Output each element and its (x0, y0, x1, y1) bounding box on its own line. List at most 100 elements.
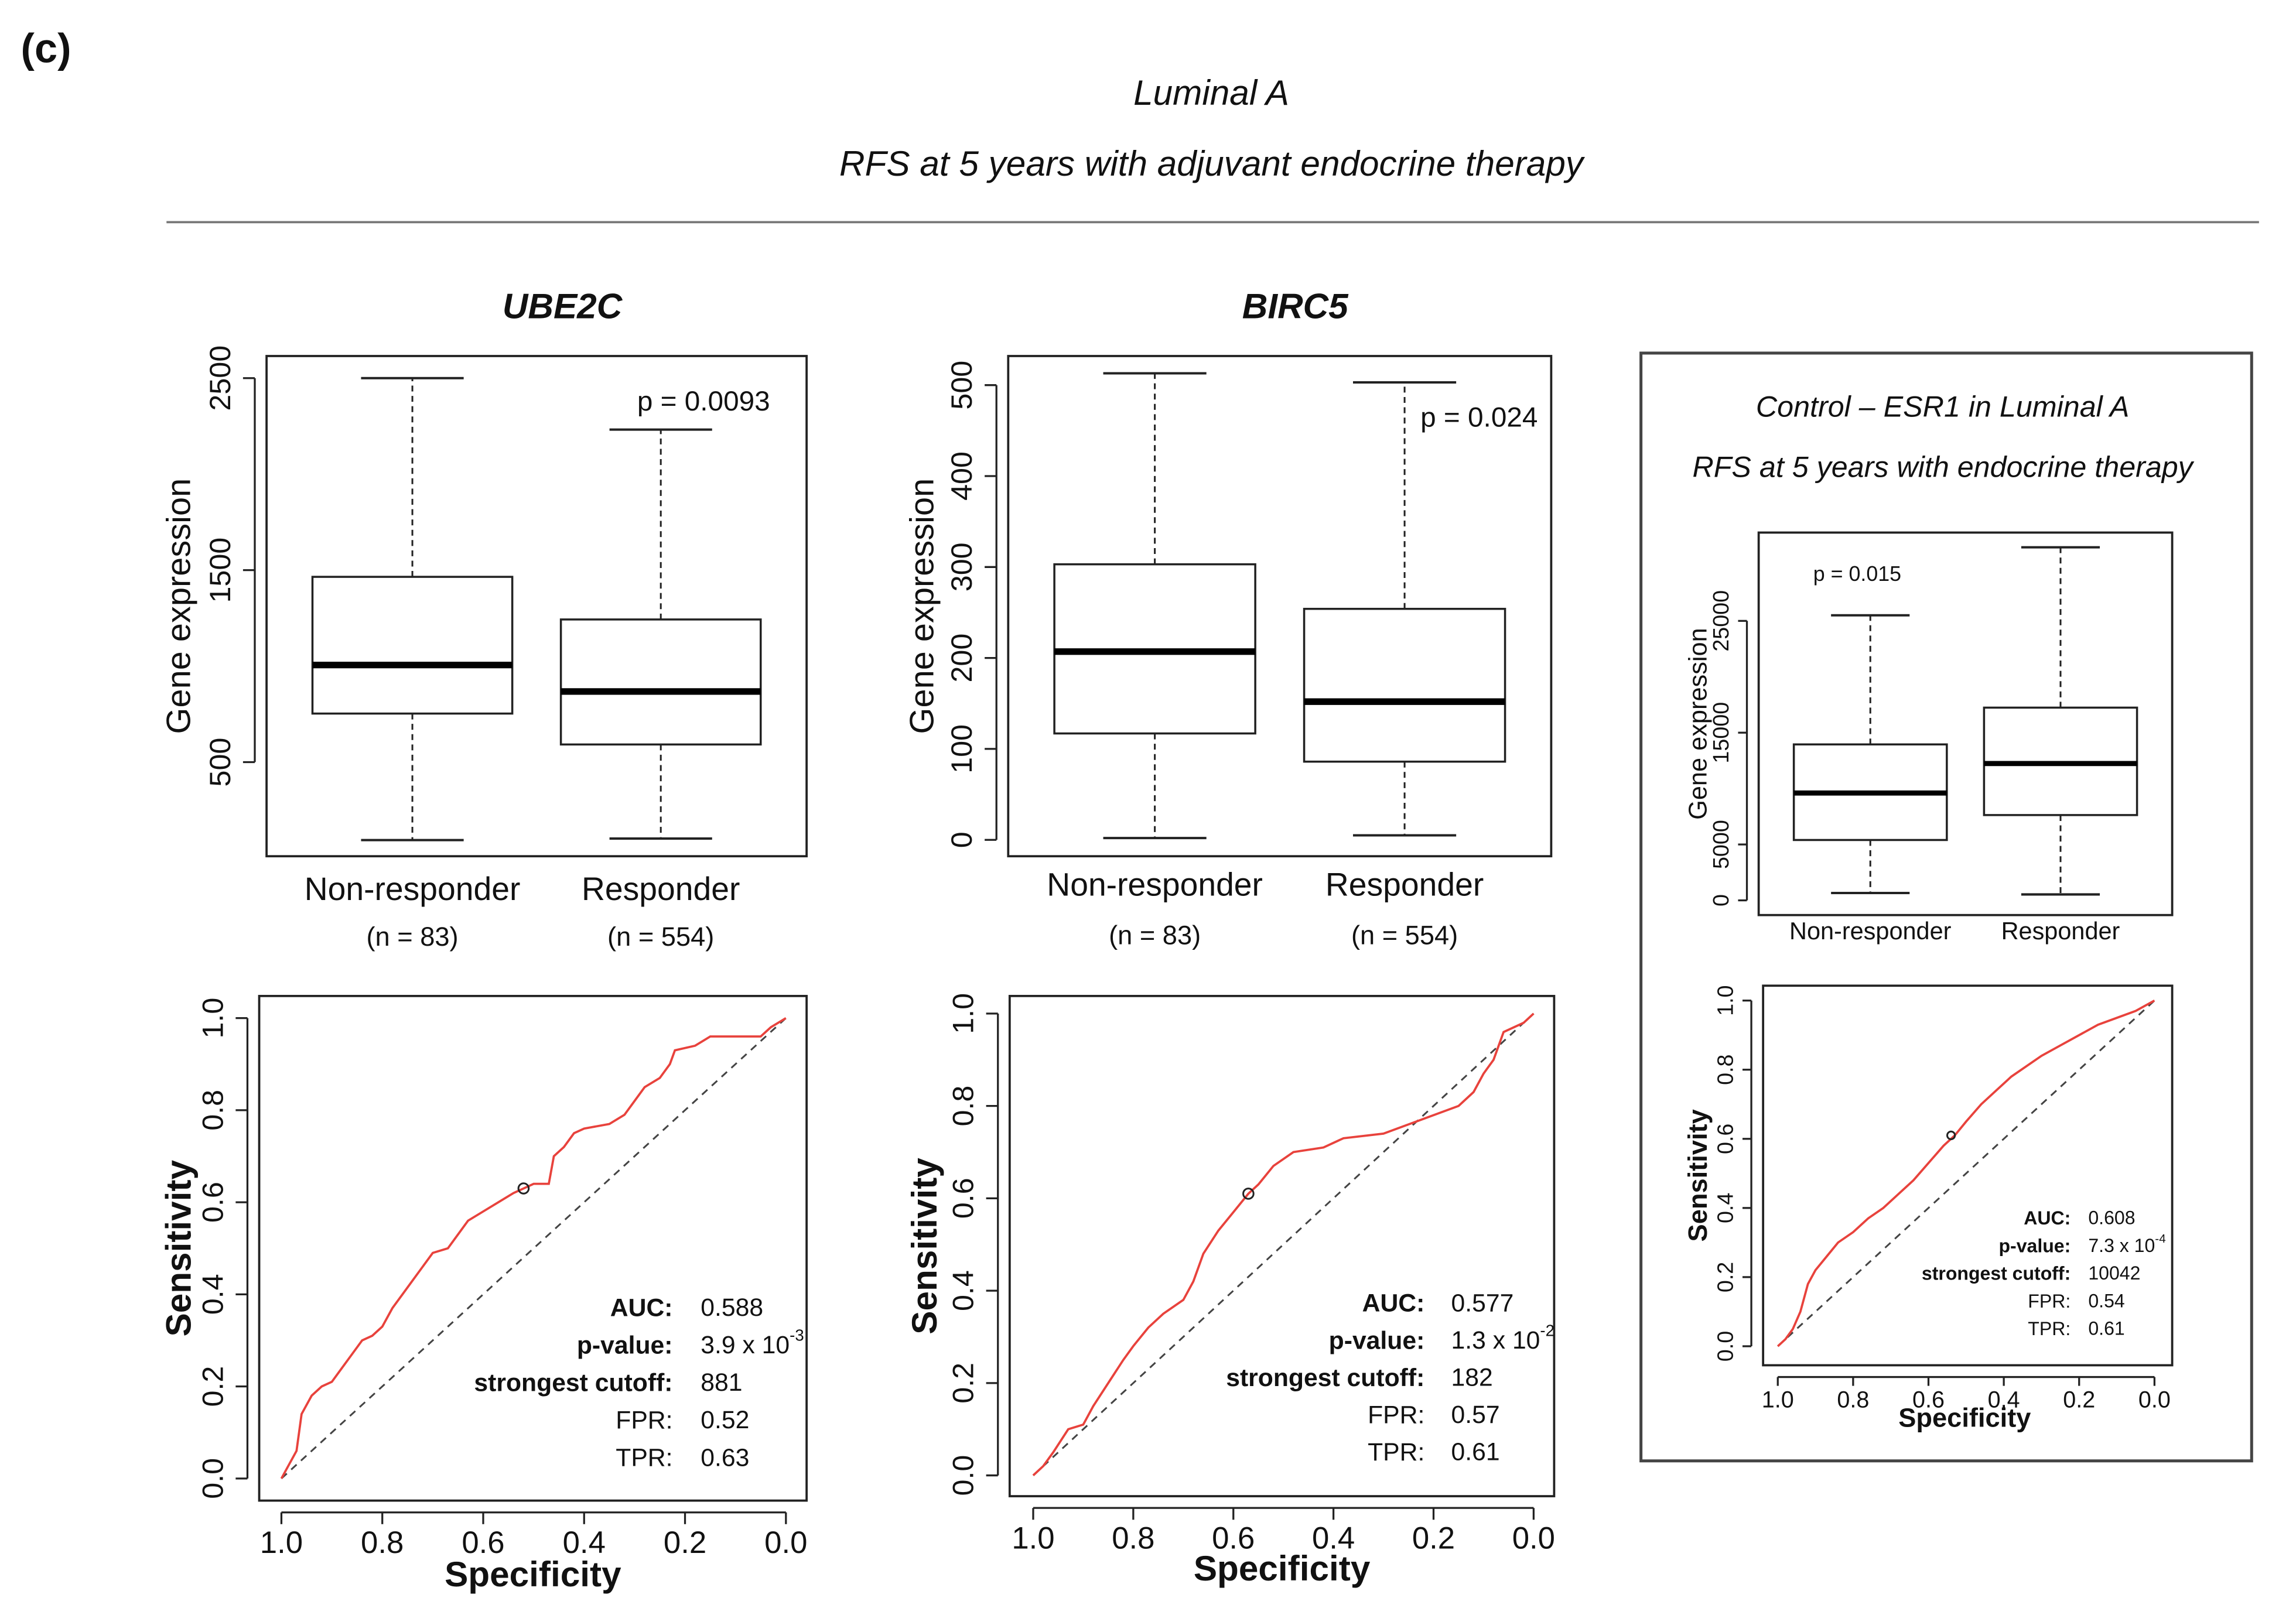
x-axis-label: Specificity (1898, 1402, 2031, 1432)
chart-title: BIRC5 (1242, 286, 1349, 326)
y-tick-label: 0.0 (196, 1458, 229, 1499)
stat-label: TPR: (2028, 1318, 2070, 1339)
stat-value: 0.608 (2088, 1207, 2135, 1229)
stat-value: 0.57 (1451, 1401, 1500, 1429)
y-tick-label: 500 (204, 738, 237, 787)
y-tick-label: 0.8 (947, 1086, 980, 1127)
x-tick-label: 0.4 (1988, 1387, 2020, 1412)
plot-frame (1762, 984, 2174, 1367)
y-tick-label: 0.2 (196, 1366, 229, 1407)
n-label: (n = 83) (1109, 920, 1201, 950)
roc-curve (1776, 999, 2155, 1347)
stat-number: 0.54 (2088, 1291, 2124, 1312)
stat-label: AUC: (1362, 1289, 1425, 1318)
stat-value: 0.588 (701, 1294, 763, 1322)
y-tick-label: 500 (945, 361, 978, 410)
stat-value: 1.3 x 10-2 (1451, 1322, 1554, 1355)
y-axis-label: Gene expression (1685, 628, 1713, 820)
y-tick-label: 1.0 (947, 993, 980, 1034)
x-tick-label: 0.0 (2138, 1387, 2171, 1412)
plot-frame (1757, 531, 2174, 916)
stat-label: TPR: (1368, 1438, 1424, 1466)
y-axis-label: Sensitivity (158, 1159, 198, 1336)
y-tick-label: 25000 (1709, 590, 1733, 652)
category-label: Responder (582, 871, 740, 907)
category-label: Non-responder (1047, 867, 1263, 903)
x-tick-label: 0.6 (462, 1525, 504, 1560)
stat-number: 3.9 x 10 (701, 1331, 790, 1359)
stat-number: 0.52 (701, 1406, 749, 1434)
box (559, 618, 762, 746)
stat-exponent: -3 (790, 1326, 804, 1344)
y-tick-label: 400 (945, 451, 978, 501)
plot-frame (1007, 355, 1553, 858)
stat-value: 7.3 x 10-4 (2088, 1232, 2165, 1256)
category-label: Non-responder (305, 871, 521, 907)
reference-diagonal (1777, 1000, 2155, 1347)
stat-number: 10042 (2088, 1263, 2140, 1284)
cutoff-marker (517, 1182, 530, 1195)
p-annotation: p = 0.0093 (637, 386, 770, 417)
stat-exponent: -2 (1540, 1322, 1554, 1340)
box (311, 576, 514, 715)
stat-number: 0.61 (1451, 1438, 1500, 1466)
y-tick-label: 2500 (204, 345, 237, 411)
stat-label: TPR: (616, 1444, 672, 1472)
y-tick-label: 0.8 (1713, 1055, 1738, 1085)
stat-label: p-value: (1998, 1235, 2070, 1256)
x-tick-label: 0.8 (1112, 1521, 1154, 1555)
y-tick-label: 0.0 (1713, 1331, 1738, 1361)
y-tick-label: 0.8 (196, 1090, 229, 1131)
y-tick-label: 0.0 (947, 1455, 980, 1496)
p-annotation: p = 0.024 (1420, 402, 1538, 433)
y-axis-label: Sensitivity (904, 1158, 944, 1335)
x-tick-label: 0.2 (2063, 1387, 2095, 1412)
figure-title: Luminal A (1133, 73, 1289, 112)
x-tick-label: 0.2 (1412, 1521, 1455, 1555)
stat-value: 3.9 x 10-3 (701, 1326, 804, 1360)
y-tick-label: 0.2 (1713, 1262, 1738, 1292)
y-axis-label: Gene expression (160, 478, 198, 734)
stat-label: FPR: (1368, 1401, 1424, 1429)
y-tick-label: 300 (945, 542, 978, 591)
stat-value: 0.61 (2088, 1318, 2124, 1339)
x-tick-label: 0.0 (764, 1525, 807, 1560)
stat-value: 0.577 (1451, 1289, 1514, 1318)
y-tick-label: 200 (945, 634, 978, 683)
stat-value: 0.52 (701, 1406, 749, 1434)
x-tick-label: 0.4 (563, 1525, 606, 1560)
y-axis-label: Gene expression (903, 478, 941, 734)
x-axis-label: Specificity (1194, 1548, 1371, 1588)
stat-value: 0.63 (701, 1444, 749, 1472)
x-tick-label: 1.0 (260, 1525, 303, 1560)
y-tick-label: 1.0 (196, 998, 229, 1039)
cutoff-marker (1242, 1188, 1255, 1200)
stat-number: 182 (1451, 1364, 1493, 1392)
x-tick-label: 1.0 (1012, 1521, 1054, 1555)
stat-number: 0.61 (2088, 1318, 2124, 1339)
x-tick-label: 0.4 (1312, 1521, 1355, 1555)
x-axis-label: Specificity (445, 1554, 621, 1594)
plot-frame (258, 994, 808, 1502)
n-label: (n = 554) (607, 922, 714, 952)
stat-label: FPR: (616, 1406, 672, 1434)
stat-value: 881 (701, 1368, 742, 1397)
x-tick-label: 0.6 (1212, 1521, 1255, 1555)
category-label: Non-responder (1789, 917, 1952, 945)
y-tick-label: 100 (945, 724, 978, 774)
n-label: (n = 83) (366, 922, 458, 952)
stat-number: 881 (701, 1368, 742, 1397)
panel-label: (c) (21, 25, 71, 71)
y-tick-label: 15000 (1709, 702, 1733, 764)
x-tick-label: 0.2 (664, 1525, 706, 1560)
stat-value: 0.61 (1451, 1438, 1500, 1466)
category-label: Responder (1325, 867, 1484, 903)
stat-label: AUC: (610, 1294, 673, 1322)
stat-exponent: -4 (2155, 1232, 2165, 1246)
y-tick-label: 0 (945, 832, 978, 848)
stat-number: 0.588 (701, 1294, 763, 1322)
y-tick-label: 0.2 (947, 1363, 980, 1404)
y-tick-label: 1.0 (1713, 985, 1738, 1015)
